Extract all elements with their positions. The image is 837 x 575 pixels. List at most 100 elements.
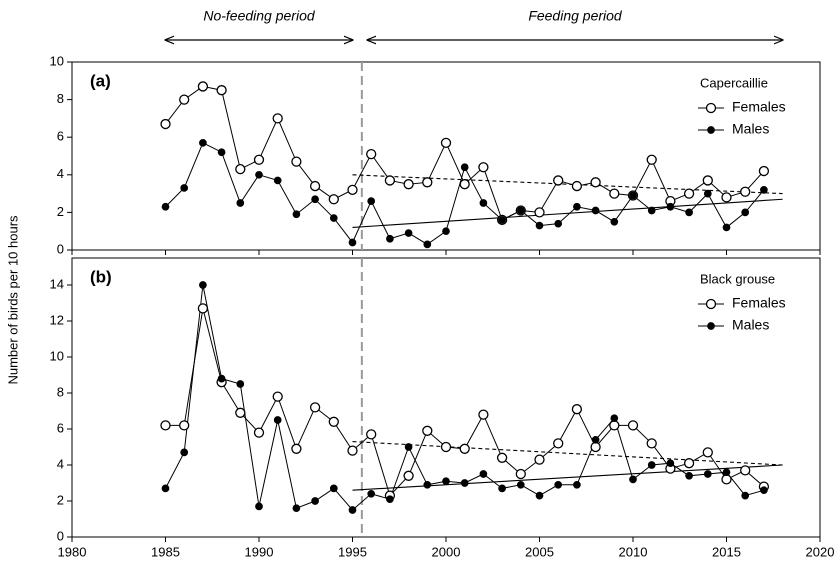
- data-point: [347, 445, 358, 456]
- data-point: [590, 177, 601, 188]
- y-tick-label: 6: [57, 420, 64, 435]
- data-point: [629, 191, 637, 200]
- data-point: [590, 441, 601, 453]
- data-point: [646, 154, 657, 165]
- x-tick-label: 2015: [712, 544, 741, 559]
- data-point: [253, 427, 265, 438]
- data-point: [685, 471, 693, 480]
- data-point: [722, 468, 731, 477]
- x-tick-label: 2000: [432, 544, 461, 559]
- data-point: [292, 210, 301, 219]
- legend-title: Capercaillie: [700, 75, 768, 90]
- legend-marker: [705, 298, 717, 310]
- data-point: [647, 206, 656, 215]
- data-point: [384, 175, 396, 186]
- y-tick-label: 0: [57, 241, 64, 256]
- data-point: [515, 468, 526, 480]
- x-tick-label: 1985: [151, 544, 180, 559]
- data-point: [255, 502, 263, 511]
- y-tick-label: 6: [57, 129, 64, 144]
- panel-label: (a): [90, 71, 111, 90]
- data-point: [273, 416, 282, 424]
- data-point: [516, 206, 525, 215]
- data-point: [328, 194, 339, 205]
- data-point: [535, 221, 544, 230]
- trend-line: [352, 464, 783, 491]
- data-point: [740, 186, 751, 197]
- x-tick-label: 1990: [245, 544, 274, 559]
- y-tick-label: 0: [57, 528, 64, 543]
- data-point: [460, 479, 469, 487]
- data-point: [573, 480, 581, 489]
- data-point: [180, 184, 189, 192]
- data-point: [422, 177, 433, 188]
- legend-label: Females: [732, 295, 786, 311]
- data-point: [199, 281, 207, 289]
- data-point: [629, 475, 637, 484]
- data-point: [703, 189, 712, 198]
- data-point: [740, 465, 751, 476]
- data-point: [702, 447, 713, 458]
- data-point: [329, 484, 338, 493]
- data-point: [573, 202, 581, 211]
- data-point: [683, 188, 695, 199]
- data-point: [666, 459, 675, 468]
- data-point: [534, 454, 545, 465]
- data-point: [423, 480, 432, 489]
- legend-marker: [707, 126, 715, 134]
- data-point: [216, 85, 227, 96]
- y-tick-label: 4: [57, 456, 64, 471]
- data-point: [741, 491, 750, 500]
- data-point: [646, 438, 657, 449]
- data-point: [160, 118, 171, 130]
- y-tick-label: 14: [50, 276, 64, 291]
- y-tick-label: 8: [57, 91, 64, 106]
- y-axis-label: Number of birds per 10 hours: [5, 215, 20, 385]
- data-point: [235, 407, 246, 418]
- data-point: [217, 374, 226, 383]
- data-point: [367, 197, 376, 205]
- data-point: [459, 179, 470, 190]
- legend-label: Females: [732, 99, 786, 115]
- data-point: [553, 438, 564, 449]
- legend-marker: [705, 102, 717, 114]
- data-point: [311, 497, 319, 505]
- x-tick-label: 2010: [619, 544, 648, 559]
- data-point: [442, 477, 450, 486]
- data-point: [272, 391, 283, 402]
- data-point: [610, 414, 619, 423]
- data-point: [721, 474, 732, 485]
- data-point: [722, 223, 731, 232]
- data-point: [683, 458, 695, 469]
- data-point: [478, 162, 489, 173]
- y-tick-label: 10: [50, 53, 64, 68]
- data-point: [554, 480, 563, 489]
- data-point: [291, 443, 302, 454]
- y-tick-label: 10: [50, 348, 64, 363]
- data-point: [571, 404, 583, 415]
- data-point: [309, 402, 321, 413]
- data-point: [180, 448, 189, 457]
- y-tick-label: 4: [57, 166, 64, 181]
- data-point: [627, 420, 639, 431]
- y-tick-label: 2: [57, 492, 64, 507]
- data-point: [197, 303, 209, 314]
- data-point: [554, 219, 563, 228]
- data-point: [161, 202, 170, 211]
- legend-title: Black grouse: [700, 271, 775, 286]
- legend-label: Males: [732, 317, 769, 333]
- data-point: [292, 504, 301, 513]
- data-point: [404, 443, 413, 451]
- data-point: [273, 176, 282, 185]
- data-point: [366, 148, 377, 160]
- data-point: [404, 229, 413, 237]
- data-point: [591, 206, 600, 215]
- y-tick-label: 2: [57, 204, 64, 219]
- x-tick-label: 1995: [338, 544, 367, 559]
- data-point: [571, 180, 583, 192]
- panel-label: (b): [90, 267, 112, 286]
- trend-line: [352, 174, 783, 195]
- data-point: [236, 199, 245, 207]
- data-point: [478, 409, 489, 420]
- legend-label: Males: [732, 121, 769, 137]
